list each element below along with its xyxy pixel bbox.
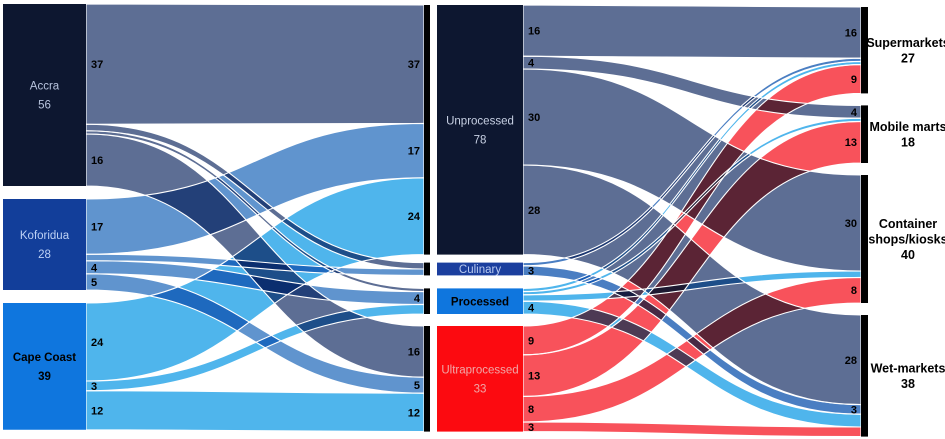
flow-unprocessed-container-shops [523, 69, 861, 271]
node-label-accra-value: 56 [38, 100, 51, 112]
node-label-cape-coast-value: 39 [38, 371, 51, 383]
flow-start-label-cape-coast-unprocessed: 24 [91, 337, 104, 349]
flow-end-label-koforidua-ultraprocessed: 5 [414, 380, 420, 392]
flow-start-label-accra-unprocessed: 37 [91, 59, 103, 71]
node-cape-coast [3, 303, 86, 430]
flow-unprocessed-supermarkets [523, 5, 861, 59]
node-bar-unprocessed [424, 5, 430, 255]
node-label-accra-line0: Accra [30, 81, 60, 93]
node-label-processed-line0: Processed [451, 296, 509, 308]
flow-ultraprocessed-supermarkets [523, 64, 861, 355]
node-culinary [437, 262, 523, 276]
flow-end-label-accra-ultraprocessed: 16 [408, 347, 420, 359]
flow-cape-coast-processed [86, 304, 424, 391]
flow-ultraprocessed-mobile-marts [523, 121, 861, 397]
node-bar-ultraprocessed [424, 326, 430, 432]
node-label-unprocessed-line0: Unprocessed [446, 115, 514, 127]
flow-end-label-unprocessed-container-shops: 30 [845, 218, 857, 230]
flow-koforidua-unprocessed [86, 123, 424, 255]
node-label-container-shops-line1: shops/kiosks [868, 233, 945, 247]
flow-start-label-ultraprocessed-supermarkets: 9 [528, 335, 534, 347]
flow-ultraprocessed-wet-markets [523, 422, 861, 437]
flow-start-label-koforidua-processed: 4 [91, 262, 98, 274]
flow-start-label-accra-ultraprocessed: 16 [91, 155, 103, 167]
flow-start-label-ultraprocessed-mobile-marts: 13 [528, 371, 540, 383]
flow-end-label-koforidua-processed: 4 [414, 293, 421, 305]
flow-start-label-cape-coast-processed: 3 [91, 381, 97, 393]
flow-start-label-koforidua-unprocessed: 17 [91, 222, 103, 234]
node-label-koforidua-value: 28 [38, 249, 51, 261]
node-label-mobile-marts-value: 18 [901, 135, 915, 149]
node-label-wet-markets-line0: Wet-markets [871, 362, 945, 376]
node-label-ultraprocessed-line0: Ultraprocessed [441, 364, 518, 376]
flow-cape-coast-ultraprocessed [86, 390, 424, 432]
flow-start-label-culinary-wet-markets: 3 [528, 266, 534, 278]
flow-end-label-accra-unprocessed: 37 [408, 59, 420, 71]
flow-start-label-unprocessed-mobile-marts: 4 [528, 58, 535, 70]
node-label-ultraprocessed-value: 33 [474, 383, 487, 395]
flow-end-label-ultraprocessed-mobile-marts: 13 [845, 137, 857, 149]
flow-start-label-koforidua-ultraprocessed: 5 [91, 277, 97, 289]
flow-start-label-unprocessed-wet-markets: 28 [528, 205, 540, 217]
flow-end-label-cape-coast-ultraprocessed: 12 [408, 407, 420, 419]
node-koforidua [3, 199, 86, 290]
node-bar-culinary [424, 262, 430, 276]
node-unprocessed [437, 5, 523, 255]
node-label-cape-coast-line0: Cape Coast [13, 352, 76, 364]
flow-processed-supermarkets [523, 61, 861, 292]
node-bar-processed [424, 288, 430, 314]
flow-end-label-cape-coast-unprocessed: 24 [408, 211, 421, 223]
flow-cape-coast-unprocessed [86, 177, 424, 381]
flow-end-label-ultraprocessed-supermarkets: 9 [851, 74, 857, 86]
node-bar-mobile-marts [861, 105, 868, 163]
node-label-koforidua-line0: Koforidua [20, 230, 70, 242]
node-processed [437, 288, 523, 314]
flow-koforidua-ultraprocessed [86, 273, 424, 394]
node-label-supermarkets-value: 27 [901, 51, 915, 65]
node-bar-wet-markets [861, 315, 868, 437]
node-label-wet-markets-value: 38 [901, 377, 915, 391]
node-bar-container-shops [861, 175, 868, 303]
node-label-mobile-marts-line0: Mobile marts [869, 120, 945, 134]
node-label-container-shops-line0: Container [879, 217, 937, 231]
flow-end-label-koforidua-unprocessed: 17 [408, 146, 420, 158]
node-accra [3, 4, 86, 186]
flow-start-label-unprocessed-container-shops: 30 [528, 112, 540, 124]
flow-culinary-supermarkets [523, 58, 861, 266]
flow-end-label-unprocessed-wet-markets: 28 [845, 355, 857, 367]
flow-start-label-unprocessed-supermarkets: 16 [528, 26, 540, 38]
flow-end-label-unprocessed-supermarkets: 16 [845, 28, 857, 40]
node-label-culinary-line0: Culinary [459, 264, 501, 276]
flow-accra-unprocessed [86, 4, 424, 125]
flow-processed-container-shops [523, 271, 861, 302]
flow-ultraprocessed-container-shops [523, 277, 861, 422]
flow-start-label-ultraprocessed-wet-markets: 3 [528, 422, 534, 434]
flow-end-label-culinary-wet-markets: 3 [851, 404, 857, 416]
flow-processed-wet-markets [523, 301, 861, 427]
node-label-supermarkets-line0: Supermarkets [866, 36, 945, 50]
flow-start-label-processed-wet-markets: 4 [528, 303, 535, 315]
node-label-container-shops-value: 40 [901, 248, 915, 262]
flow-start-label-ultraprocessed-container-shops: 8 [528, 404, 534, 416]
flow-end-label-ultraprocessed-container-shops: 8 [851, 285, 857, 297]
node-bar-supermarkets [861, 7, 868, 94]
flow-end-label-unprocessed-mobile-marts: 4 [851, 107, 858, 119]
flow-start-label-cape-coast-ultraprocessed: 12 [91, 405, 103, 417]
node-label-unprocessed-value: 78 [474, 134, 487, 146]
node-ultraprocessed [437, 326, 523, 432]
